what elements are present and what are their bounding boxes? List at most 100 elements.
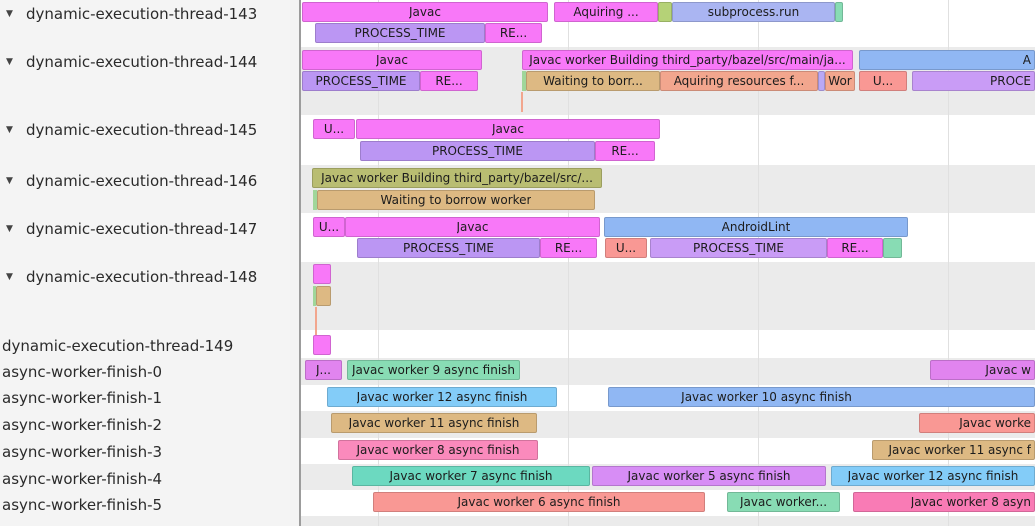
trace-slice-javac-worker-11-async-f[interactable]: Javac worker 11 async f (872, 440, 1035, 460)
trace-slice-javac-worker-8-asyn[interactable]: Javac worker 8 asyn (853, 492, 1035, 512)
trace-slice[interactable] (313, 264, 331, 284)
slice-label: Javac worker 10 async finish (681, 390, 852, 404)
trace-slice-aquiring[interactable]: Aquiring ... (554, 2, 658, 22)
trace-slice-javac[interactable]: Javac (302, 50, 482, 70)
track-label-async-worker-finish-1[interactable]: async-worker-finish-1 (0, 389, 162, 407)
slice-label: Javac worker 8 async finish (356, 443, 520, 457)
trace-slice-subprocess-run[interactable]: subprocess.run (672, 2, 835, 22)
track-label-text: dynamic-execution-thread-143 (26, 5, 258, 23)
trace-slice-javac-w[interactable]: Javac w (930, 360, 1035, 380)
trace-slice-process-time[interactable]: PROCESS_TIME (360, 141, 595, 161)
track-label-async-worker-finish-0[interactable]: async-worker-finish-0 (0, 363, 162, 381)
trace-slice-process-time[interactable]: PROCESS_TIME (302, 71, 420, 91)
trace-slice-re[interactable]: RE... (485, 23, 542, 43)
trace-slice-javac-worker-10-async-finish[interactable]: Javac worker 10 async finish (608, 387, 1035, 407)
collapse-arrow-icon[interactable]: ▼ (6, 9, 13, 19)
track-label-dynamic-execution-thread-147[interactable]: ▼ dynamic-execution-thread-147 (0, 220, 257, 238)
slice-label: U... (615, 241, 637, 255)
trace-slice[interactable] (313, 190, 317, 210)
trace-slice-u[interactable]: U... (859, 71, 907, 91)
trace-slice-proce[interactable]: PROCE (912, 71, 1035, 91)
track-label-text: async-worker-finish-2 (2, 416, 163, 434)
track-label-async-worker-finish-5[interactable]: async-worker-finish-5 (0, 496, 162, 514)
trace-slice[interactable] (658, 2, 672, 22)
track-label-dynamic-execution-thread-146[interactable]: ▼ dynamic-execution-thread-146 (0, 172, 257, 190)
slice-label: Javac worker 11 async finish (348, 416, 520, 430)
slice-label: Javac worker 6 async finish (457, 495, 621, 509)
trace-slice-javac-worker[interactable]: Javac worker... (727, 492, 840, 512)
track-label-dynamic-execution-thread-143[interactable]: ▼ dynamic-execution-thread-143 (0, 5, 257, 23)
trace-slice-javac-worker-11-async-finish[interactable]: Javac worker 11 async finish (331, 413, 537, 433)
trace-slice-javac-worker-9-async-finish[interactable]: Javac worker 9 async finish (347, 360, 520, 380)
slice-label: U... (318, 220, 340, 234)
slice-label: Aquiring ... (573, 5, 639, 19)
trace-slice-javac[interactable]: Javac (345, 217, 600, 237)
trace-slice[interactable] (522, 71, 526, 91)
slice-label: AndroidLint (721, 220, 791, 234)
trace-slice-javac-worke[interactable]: Javac worke (919, 413, 1035, 433)
trace-slice-u[interactable]: U... (605, 238, 647, 258)
trace-slice-re[interactable]: RE... (827, 238, 883, 258)
trace-slice[interactable] (313, 286, 316, 306)
trace-slice-u[interactable]: U... (313, 217, 345, 237)
trace-slice-aquiring-resources-f[interactable]: Aquiring resources f... (660, 71, 818, 91)
slice-label: Javac worker 9 async finish (351, 363, 516, 377)
slice-label: PROCESS_TIME (692, 241, 785, 255)
trace-slice-javac-worker-5-async-finish[interactable]: Javac worker 5 async finish (592, 466, 826, 486)
trace-slice-waiting-to-borr[interactable]: Waiting to borr... (526, 71, 660, 91)
trace-slice-javac-worker-7-async-finish[interactable]: Javac worker 7 async finish (352, 466, 590, 486)
track-label-text: async-worker-finish-1 (2, 389, 163, 407)
slice-label: PROCESS_TIME (431, 144, 524, 158)
trace-slice[interactable] (316, 286, 331, 306)
trace-slice-re[interactable]: RE... (420, 71, 478, 91)
track-label-dynamic-execution-thread-149[interactable]: dynamic-execution-thread-149 (0, 337, 233, 355)
collapse-arrow-icon[interactable]: ▼ (6, 57, 13, 67)
trace-slice-j[interactable]: J... (305, 360, 342, 380)
track-label-dynamic-execution-thread-144[interactable]: ▼ dynamic-execution-thread-144 (0, 53, 257, 71)
trace-slice[interactable] (835, 2, 843, 22)
track-label-text: async-worker-finish-0 (2, 363, 163, 381)
trace-slice-javac-worker-6-async-finish[interactable]: Javac worker 6 async finish (373, 492, 705, 512)
trace-slice-javac[interactable]: Javac (302, 2, 548, 22)
trace-slice-process-time[interactable]: PROCESS_TIME (315, 23, 485, 43)
track-label-async-worker-finish-3[interactable]: async-worker-finish-3 (0, 443, 162, 461)
collapse-arrow-icon[interactable]: ▼ (6, 176, 13, 186)
trace-slice[interactable] (883, 238, 902, 258)
track-label-async-worker-finish-2[interactable]: async-worker-finish-2 (0, 416, 162, 434)
trace-slice-javac-worker-8-async-finish[interactable]: Javac worker 8 async finish (338, 440, 538, 460)
collapse-arrow-icon[interactable]: ▼ (6, 125, 13, 135)
trace-slice[interactable] (818, 71, 825, 91)
slice-label: U... (323, 122, 345, 136)
track-stripe (301, 330, 1035, 358)
trace-slice-re[interactable]: RE... (595, 141, 655, 161)
track-label-text: async-worker-finish-4 (2, 470, 163, 488)
trace-slice-javac[interactable]: Javac (356, 119, 660, 139)
slice-label: Javac (409, 5, 441, 19)
slice-label: PROCESS_TIME (402, 241, 495, 255)
track-label-dynamic-execution-thread-145[interactable]: ▼ dynamic-execution-thread-145 (0, 121, 257, 139)
track-stripe (301, 516, 1035, 526)
slice-label: PROCESS_TIME (315, 74, 407, 88)
track-label-dynamic-execution-thread-148[interactable]: ▼ dynamic-execution-thread-148 (0, 268, 257, 286)
trace-slice[interactable] (313, 335, 331, 355)
trace-slice-javac-worker-building-third-party-bazel-src[interactable]: Javac worker Building third_party/bazel/… (312, 168, 602, 188)
trace-slice-javac-worker-building-third-party-bazel-src-main-ja[interactable]: Javac worker Building third_party/bazel/… (522, 50, 853, 70)
trace-slice-wor[interactable]: Wor (825, 71, 855, 91)
trace-slice-thin-tick[interactable] (521, 92, 523, 112)
track-label-text: dynamic-execution-thread-146 (26, 172, 258, 190)
trace-slice-u[interactable]: U... (313, 119, 355, 139)
trace-slice-javac-worker-12-async-finish[interactable]: Javac worker 12 async finish (327, 387, 557, 407)
track-label-text: dynamic-execution-thread-149 (2, 337, 234, 355)
trace-slice-javac-worker-12-async-finish[interactable]: Javac worker 12 async finish (831, 466, 1035, 486)
slice-label: RE... (841, 241, 869, 255)
collapse-arrow-icon[interactable]: ▼ (6, 224, 13, 234)
trace-slice-re[interactable]: RE... (540, 238, 597, 258)
trace-slice-a[interactable]: A (859, 50, 1035, 70)
trace-slice-process-time[interactable]: PROCESS_TIME (357, 238, 540, 258)
track-label-async-worker-finish-4[interactable]: async-worker-finish-4 (0, 470, 162, 488)
collapse-arrow-icon[interactable]: ▼ (6, 272, 13, 282)
trace-slice-process-time[interactable]: PROCESS_TIME (650, 238, 827, 258)
trace-slice-thin-tick[interactable] (315, 307, 317, 335)
trace-slice-androidlint[interactable]: AndroidLint (604, 217, 908, 237)
trace-slice-waiting-to-borrow-worker[interactable]: Waiting to borrow worker (317, 190, 595, 210)
